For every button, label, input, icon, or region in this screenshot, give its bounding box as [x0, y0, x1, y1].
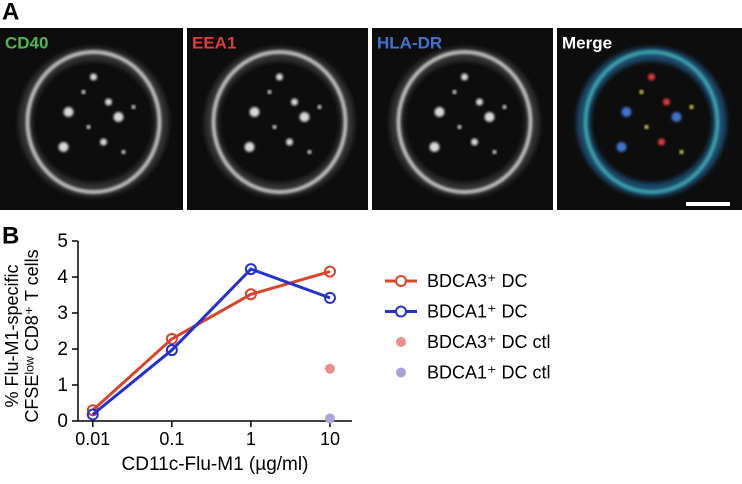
vesicle — [90, 73, 97, 81]
y-tick-label: 4 — [57, 267, 68, 288]
series-line — [91, 267, 331, 416]
vesicle — [58, 142, 69, 152]
vesicle — [461, 73, 468, 81]
vesicle — [658, 138, 665, 146]
vesicle — [671, 112, 682, 122]
vesicle — [484, 112, 495, 122]
data-point — [324, 413, 335, 424]
y-tick-label: 5 — [57, 231, 68, 252]
cell-membrane — [583, 50, 720, 194]
channel-label: EEA1 — [192, 33, 236, 52]
legend-label: BDCA1⁺ DC ctl — [427, 362, 551, 382]
vesicle — [476, 98, 483, 106]
y-axis-label: % Flu-M1-specific — [2, 264, 22, 407]
vesicle — [457, 125, 462, 129]
vesicle — [131, 105, 136, 109]
panel-letter: B — [2, 222, 19, 249]
cell-membrane — [396, 50, 533, 194]
vesicle — [113, 112, 124, 122]
vesicle — [502, 105, 507, 109]
vesicle — [648, 73, 655, 81]
data-point — [244, 288, 257, 301]
legend-marker — [395, 275, 407, 287]
vesicle — [616, 142, 627, 152]
vesicle — [663, 98, 670, 106]
vesicle — [244, 142, 255, 152]
vesicle — [272, 125, 277, 129]
vesicle — [429, 142, 440, 152]
channel-label: HLA-DR — [377, 33, 442, 52]
y-tick-label: 1 — [57, 375, 68, 396]
y-tick-label: 2 — [57, 339, 68, 360]
cell-membrane — [211, 50, 348, 194]
vesicle — [121, 150, 126, 154]
legend-marker — [396, 337, 406, 347]
data-point — [244, 263, 257, 276]
panel-a: A CD40 EEA1 HLA-DR Merge — [0, 0, 742, 210]
vesicle — [100, 138, 107, 146]
vesicle — [621, 107, 632, 117]
legend-label: BDCA3⁺ DC — [427, 271, 528, 291]
x-tick-label: 0.01 — [75, 429, 110, 449]
vesicle — [317, 105, 322, 109]
vesicle — [689, 105, 694, 109]
vesicle — [81, 90, 86, 94]
channel-label: CD40 — [5, 33, 48, 52]
data-point — [323, 265, 336, 278]
y-tick-label: 0 — [57, 411, 68, 432]
legend-label: BDCA1⁺ DC — [427, 301, 528, 321]
vesicle — [86, 125, 91, 129]
vesicle — [299, 112, 310, 122]
vesicle — [471, 138, 478, 146]
data-point — [324, 363, 335, 374]
vesicle — [639, 90, 644, 94]
data-point — [323, 291, 336, 304]
vesicle — [679, 150, 684, 154]
chart: B 0 1 2 3 4 5 0.01 0.1 1 10 CD11c-Flu-M1 (µg/ml) % F… — [2, 222, 551, 475]
legend-marker — [396, 367, 406, 378]
x-axis-label: CD11c-Flu-M1 (µg/ml) — [122, 454, 309, 475]
vesicle — [276, 73, 283, 81]
x-tick-label: 10 — [320, 429, 340, 449]
data-point — [86, 408, 99, 421]
vesicle — [434, 107, 445, 117]
vesicle — [286, 138, 293, 146]
data-point — [165, 332, 178, 345]
x-tick-label: 0.1 — [159, 429, 184, 449]
series-line — [91, 270, 331, 412]
vesicle — [307, 150, 312, 154]
legend-marker — [395, 305, 407, 318]
vesicle — [291, 98, 298, 106]
y-axis-label: CFSEˡᵒʷ CD8⁺ T cells — [22, 249, 42, 422]
panel-letter: A — [2, 0, 19, 25]
vesicle — [492, 150, 497, 154]
vesicle — [267, 90, 272, 94]
vesicle — [452, 90, 457, 94]
vesicle — [63, 107, 74, 117]
channel-label: Merge — [562, 33, 612, 52]
x-tick-label: 1 — [246, 429, 256, 449]
vesicle — [249, 107, 260, 117]
y-tick-label: 3 — [57, 303, 68, 324]
cell-membrane — [25, 50, 162, 194]
vesicle — [105, 98, 112, 106]
vesicle — [644, 125, 649, 129]
data-point — [165, 344, 178, 357]
legend-label: BDCA3⁺ DC ctl — [427, 332, 551, 352]
